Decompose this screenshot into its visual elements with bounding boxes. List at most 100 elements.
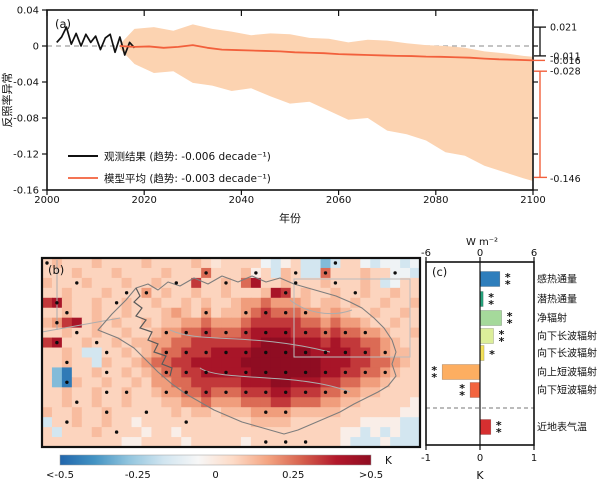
map-cell [42, 377, 53, 388]
map-cell [380, 287, 391, 299]
map-cell [380, 417, 391, 428]
map-cell [280, 277, 292, 289]
map-cell [221, 377, 232, 388]
map-cell [131, 327, 142, 339]
map-cell [181, 307, 192, 319]
map-cell [310, 258, 322, 269]
map-cell [320, 427, 331, 438]
map-cell [161, 407, 172, 418]
map-cell [390, 427, 401, 438]
map-cell [211, 437, 222, 448]
map-cell [240, 407, 252, 418]
map-cell [290, 417, 302, 428]
map-cell [250, 417, 262, 428]
map-cell [340, 427, 351, 438]
map-cell [270, 357, 282, 368]
significance-dot [284, 410, 288, 414]
bar-4 [479, 345, 485, 361]
map-cell [171, 287, 182, 299]
map-cell [270, 387, 282, 398]
map-cell [400, 407, 411, 418]
map-cell [240, 287, 252, 299]
map-cell [141, 297, 152, 309]
map-cell [221, 307, 232, 319]
map-cell [121, 297, 133, 309]
map-cell [350, 297, 361, 309]
map-cell [400, 387, 411, 398]
map-cell [211, 387, 222, 398]
map-cell [240, 357, 252, 368]
map-cell [310, 317, 322, 329]
map-cell [171, 267, 182, 279]
map-cell [201, 297, 212, 309]
x-tick-label: 2080 [423, 195, 448, 206]
map-cell [191, 327, 202, 339]
map-cell [360, 337, 371, 349]
map-cell [290, 297, 302, 309]
map-cell [101, 327, 113, 339]
map-cell [240, 427, 252, 438]
map-cell [51, 367, 63, 378]
map-cell [101, 337, 113, 349]
map-cell [211, 267, 222, 279]
map-cell [171, 307, 182, 319]
map-cell [91, 297, 103, 309]
map-cell [221, 337, 232, 349]
map-cell [181, 427, 192, 438]
model-spread-band [119, 24, 534, 182]
map-cell [410, 277, 421, 289]
map-cell [101, 417, 113, 428]
map-cell [260, 337, 272, 349]
map-cell [390, 258, 401, 269]
map-cell [141, 307, 152, 319]
map-cell [380, 337, 391, 349]
map-cell [280, 297, 292, 309]
map-cell [131, 307, 142, 319]
panel-a-plot: 2000 2020 2040 2060 2080 2100 0.04 0 -0.04 -0.08 -… [13, 6, 581, 207]
map-cell [201, 417, 212, 428]
map-cell [300, 357, 312, 368]
map-cell [290, 397, 302, 408]
map-cell [380, 258, 391, 269]
map-cell [350, 437, 361, 448]
map-cell [51, 437, 63, 448]
map-cell [350, 337, 361, 349]
significance-dot [303, 311, 308, 315]
significance-dot [284, 370, 288, 375]
bar-3 [479, 328, 494, 344]
map-cell [231, 427, 242, 438]
map-cell [250, 327, 262, 339]
significance-dot [284, 291, 288, 295]
map-cell [310, 357, 322, 368]
map-cell [250, 287, 262, 299]
significance-dot [333, 281, 338, 285]
model-range-label: -0.028 [550, 67, 581, 78]
map-cell [380, 407, 391, 418]
significance-dot [174, 281, 178, 285]
map-cell [121, 277, 133, 289]
map-cell [400, 427, 411, 438]
map-cell [191, 317, 202, 329]
significance-mark: * [488, 291, 494, 304]
map-cell [240, 397, 252, 408]
map-cell [42, 347, 53, 358]
map-cell [370, 317, 381, 329]
significance-dot [343, 370, 348, 375]
map-cell [111, 357, 123, 368]
region-box-outline [293, 278, 411, 358]
panel-a-label: (a) [55, 17, 71, 31]
map-cell [370, 297, 381, 309]
significance-dot [284, 440, 288, 444]
map-cell [81, 258, 93, 269]
map-cell [350, 387, 361, 398]
significance-dot [164, 350, 168, 355]
significance-dot [284, 311, 288, 315]
map-cell [300, 427, 312, 438]
map-cell [191, 437, 202, 448]
map-cell [201, 357, 212, 368]
map-cell [221, 397, 232, 408]
map-cell [390, 397, 401, 408]
map-cell [240, 377, 252, 388]
map-cell [141, 367, 152, 378]
map-cell [360, 407, 371, 418]
